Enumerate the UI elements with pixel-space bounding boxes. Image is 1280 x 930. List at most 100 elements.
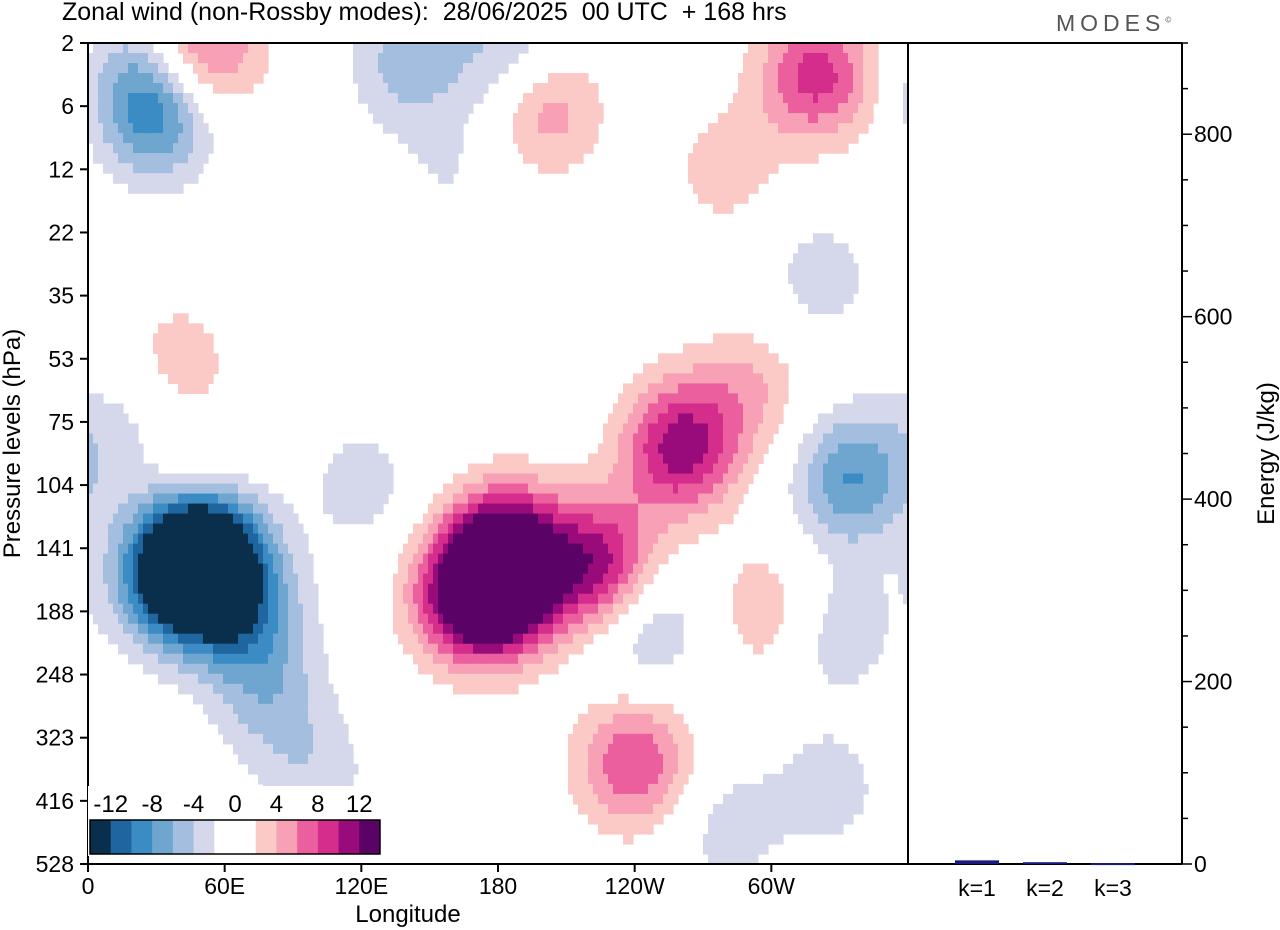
heatmap-cell (173, 323, 179, 334)
heatmap-cell (258, 703, 264, 715)
heatmap-cell (358, 473, 364, 485)
heatmap-cell (388, 93, 394, 104)
heatmap-cell (428, 523, 434, 535)
heatmap-cell (493, 473, 499, 485)
heatmap-cell (118, 153, 124, 164)
heatmap-cell (883, 393, 889, 405)
heatmap-cell (263, 63, 269, 74)
heatmap-cell (258, 493, 264, 505)
heatmap-cell (743, 183, 749, 194)
heatmap-cell (843, 543, 849, 555)
heatmap-cell (873, 493, 879, 505)
heatmap-cell (433, 603, 439, 615)
heatmap-cell (878, 433, 884, 445)
heatmap-cell (323, 473, 329, 485)
heatmap-cell (238, 533, 244, 545)
heatmap-cell (323, 483, 329, 495)
heatmap-cell (673, 493, 679, 505)
heatmap-cell (128, 633, 134, 645)
heatmap-cell (483, 573, 489, 585)
heatmap-cell (213, 693, 219, 705)
heatmap-cell (833, 73, 839, 84)
heatmap-cell (268, 673, 274, 685)
heatmap-cell (668, 763, 674, 775)
heatmap-cell (393, 63, 399, 74)
heatmap-cell (158, 663, 164, 675)
heatmap-cell (253, 63, 259, 74)
heatmap-cell (743, 573, 749, 585)
heatmap-cell (258, 683, 264, 695)
heatmap-cell (228, 583, 234, 595)
heatmap-cell (298, 573, 304, 585)
heatmap-cell (268, 753, 274, 765)
heatmap-cell (253, 663, 259, 675)
heatmap-cell (218, 483, 224, 495)
heatmap-cell (878, 543, 884, 555)
heatmap-cell (513, 573, 519, 585)
heatmap-cell (593, 623, 599, 635)
heatmap-cell (593, 763, 599, 775)
heatmap-cell (303, 683, 309, 695)
heatmap-cell (313, 623, 319, 635)
heatmap-cell (583, 513, 589, 525)
heatmap-cell (863, 73, 869, 84)
heatmap-cell (743, 403, 749, 415)
heatmap-cell (803, 263, 809, 274)
heatmap-cell (618, 763, 624, 775)
heatmap-cell (543, 523, 549, 535)
heatmap-cell (243, 83, 249, 94)
heatmap-cell (108, 553, 114, 565)
heatmap-cell (273, 683, 279, 695)
heatmap-cell (268, 493, 274, 505)
heatmap-cell (843, 63, 849, 74)
heatmap-cell (153, 613, 159, 625)
heatmap-cell (108, 563, 114, 575)
heatmap-cell (178, 173, 184, 184)
heatmap-cell (248, 673, 254, 685)
heatmap-cell (253, 483, 259, 495)
heatmap-cell (178, 343, 184, 354)
heatmap-cell (498, 483, 504, 495)
heatmap-cell (393, 623, 399, 635)
heatmap-cell (573, 573, 579, 585)
heatmap-cell (183, 363, 189, 374)
heatmap-cell (193, 573, 199, 585)
heatmap-cell (288, 723, 294, 735)
heatmap-cell (888, 473, 894, 485)
heatmap-cell (838, 563, 844, 575)
heatmap-cell (153, 633, 159, 645)
heatmap-cell (598, 513, 604, 525)
heatmap-cell (363, 63, 369, 74)
heatmap-cell (573, 523, 579, 535)
heatmap-cell (548, 603, 554, 615)
heatmap-cell (803, 53, 809, 64)
heatmap-cell (238, 693, 244, 705)
heatmap-cell (423, 593, 429, 605)
heatmap-cell (183, 173, 189, 184)
heatmap-cell (608, 463, 614, 475)
heatmap-cell (503, 633, 509, 645)
heatmap-cell (348, 503, 354, 515)
heatmap-cell (583, 613, 589, 625)
heatmap-cell (893, 423, 899, 435)
heatmap-cell (253, 653, 259, 665)
heatmap-cell (263, 713, 269, 725)
heatmap-cell (728, 493, 734, 505)
heatmap-cell (213, 613, 219, 625)
heatmap-cell (103, 573, 109, 585)
heatmap-cell (733, 613, 739, 625)
heatmap-cell (278, 693, 284, 705)
heatmap-cell (468, 613, 474, 625)
heatmap-cell (518, 513, 524, 525)
heatmap-cell (108, 533, 114, 545)
heatmap-cell (573, 533, 579, 545)
heatmap-cell (648, 423, 654, 435)
heatmap-cell (668, 753, 674, 765)
heatmap-cell (293, 563, 299, 575)
heatmap-cell (838, 493, 844, 505)
heatmap-cell (338, 453, 344, 465)
heatmap-cell (578, 83, 584, 94)
heatmap-cell (573, 73, 579, 84)
heatmap-cell (568, 153, 574, 164)
heatmap-cell (773, 63, 779, 74)
